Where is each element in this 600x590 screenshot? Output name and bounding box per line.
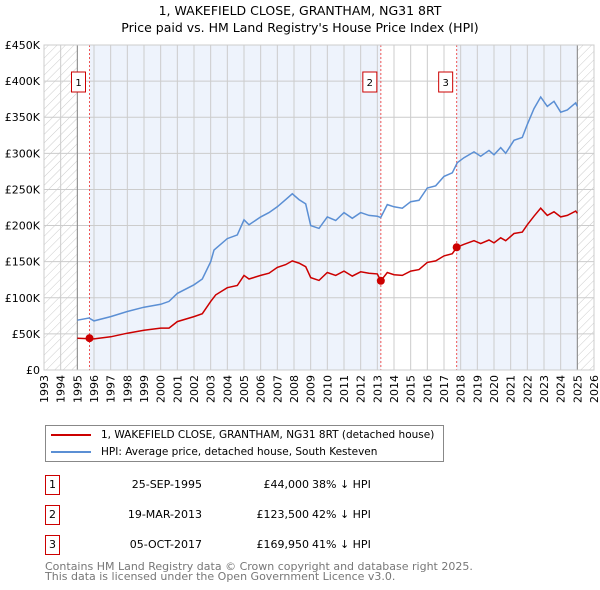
sale-label: 3 bbox=[442, 78, 448, 89]
x-tick-label: 2017 bbox=[438, 375, 451, 403]
sale-point bbox=[452, 243, 461, 252]
x-tick-label: 2023 bbox=[538, 375, 551, 403]
x-tick-label: 2026 bbox=[588, 375, 600, 403]
y-tick-label: £100K bbox=[5, 292, 41, 305]
series-hpi-line bbox=[77, 95, 578, 322]
sale-date: 19-MAR-2013 bbox=[127, 508, 202, 521]
x-tick-label: 2004 bbox=[221, 375, 234, 403]
x-tick-label: 2006 bbox=[255, 375, 268, 403]
x-tick-label: 2008 bbox=[288, 375, 301, 403]
footer-licence: This data is licensed under the Open Gov… bbox=[45, 570, 396, 583]
y-tick-label: £350K bbox=[5, 111, 41, 124]
x-tick-label: 2014 bbox=[388, 375, 401, 403]
series-property-line bbox=[77, 207, 578, 340]
x-tick-label: 2005 bbox=[238, 375, 251, 403]
sale-number-badge: 1 bbox=[45, 475, 60, 495]
y-tick-label: £400K bbox=[5, 75, 41, 88]
plot-border bbox=[43, 44, 595, 371]
x-tick-label: 2018 bbox=[455, 375, 468, 403]
x-tick-label: 2021 bbox=[505, 375, 518, 403]
x-tick-label: 2024 bbox=[555, 375, 568, 403]
x-tick-label: 2019 bbox=[471, 375, 484, 403]
x-tick-label: 2025 bbox=[571, 375, 584, 403]
y-tick-label: £300K bbox=[5, 147, 41, 160]
y-tick-label: £450K bbox=[5, 39, 41, 52]
x-tick-label: 2013 bbox=[371, 375, 384, 403]
sale-number-badge: 3 bbox=[45, 535, 60, 555]
x-tick-label: 1994 bbox=[55, 375, 68, 403]
y-tick-label: £200K bbox=[5, 220, 41, 233]
x-tick-label: 2011 bbox=[338, 375, 351, 403]
chart-subtitle: Price paid vs. HM Land Registry's House … bbox=[121, 20, 479, 35]
sale-label-box bbox=[438, 71, 454, 93]
y-tick-label: £250K bbox=[5, 183, 41, 196]
sale-label: 2 bbox=[367, 78, 373, 89]
x-tick-label: 1998 bbox=[121, 375, 134, 403]
sale-price: £44,000 bbox=[263, 478, 310, 491]
sale-label: 1 bbox=[75, 78, 81, 89]
x-tick-label: 1997 bbox=[105, 375, 118, 403]
legend-item-property: 1, WAKEFIELD CLOSE, GRANTHAM, NG31 8RT (… bbox=[51, 427, 434, 443]
sale-point bbox=[85, 334, 94, 343]
x-tick-label: 2000 bbox=[155, 375, 168, 403]
sale-price: £123,500 bbox=[256, 508, 310, 521]
hatch-after bbox=[577, 45, 594, 370]
shade-period-3 bbox=[456, 45, 578, 370]
x-tick-label: 1996 bbox=[88, 375, 101, 403]
x-tick-label: 2003 bbox=[205, 375, 218, 403]
x-tick-label: 2015 bbox=[405, 375, 418, 403]
sale-hpi-diff: 41% ↓ HPI bbox=[312, 538, 371, 551]
sale-point bbox=[376, 276, 385, 285]
x-tick-label: 2007 bbox=[271, 375, 284, 403]
y-tick-label: £0 bbox=[26, 364, 40, 377]
shade-period-1 bbox=[89, 45, 381, 370]
sale-hpi-diff: 38% ↓ HPI bbox=[312, 478, 371, 491]
x-tick-label: 1995 bbox=[71, 375, 84, 403]
sale-label-box bbox=[362, 71, 378, 93]
x-tick-label: 2022 bbox=[521, 375, 534, 403]
sale-price: £169,950 bbox=[256, 538, 310, 551]
sale-date: 25-SEP-1995 bbox=[131, 478, 202, 491]
x-tick-label: 2001 bbox=[171, 375, 184, 403]
x-tick-label: 1999 bbox=[138, 375, 151, 403]
legend-swatch-blue bbox=[51, 451, 91, 453]
legend: 1, WAKEFIELD CLOSE, GRANTHAM, NG31 8RT (… bbox=[45, 425, 444, 462]
legend-swatch-red bbox=[51, 434, 91, 436]
sale-date: 05-OCT-2017 bbox=[129, 538, 202, 551]
x-tick-label: 1993 bbox=[38, 375, 51, 403]
legend-label: HPI: Average price, detached house, Sout… bbox=[101, 446, 378, 458]
y-tick-label: £50K bbox=[12, 328, 41, 341]
sale-row: 3 05-OCT-2017 £169,950 41% ↓ HPI bbox=[45, 535, 445, 555]
x-tick-label: 2002 bbox=[188, 375, 201, 403]
sale-label-box bbox=[71, 71, 86, 93]
x-tick-label: 2010 bbox=[321, 375, 334, 403]
y-tick-label: £150K bbox=[5, 256, 41, 269]
x-tick-label: 2012 bbox=[355, 375, 368, 403]
footer-copyright: Contains HM Land Registry data © Crown c… bbox=[45, 560, 473, 573]
sale-hpi-diff: 42% ↓ HPI bbox=[312, 508, 371, 521]
sale-row: 1 25-SEP-1995 £44,000 38% ↓ HPI bbox=[45, 475, 445, 495]
sale-number-badge: 2 bbox=[45, 505, 60, 525]
chart-title: 1, WAKEFIELD CLOSE, GRANTHAM, NG31 8RT bbox=[158, 3, 442, 18]
legend-item-hpi: HPI: Average price, detached house, Sout… bbox=[51, 444, 377, 460]
legend-label: 1, WAKEFIELD CLOSE, GRANTHAM, NG31 8RT (… bbox=[101, 429, 435, 441]
sale-row: 2 19-MAR-2013 £123,500 42% ↓ HPI bbox=[45, 505, 445, 525]
x-tick-label: 2020 bbox=[488, 375, 501, 403]
x-tick-label: 2009 bbox=[305, 375, 318, 403]
plot-area: 1 2 3 1993 1994 1995 1996 1997 1998 1999 2000 2001 2… bbox=[5, 39, 600, 403]
x-tick-label: 2016 bbox=[421, 375, 434, 403]
